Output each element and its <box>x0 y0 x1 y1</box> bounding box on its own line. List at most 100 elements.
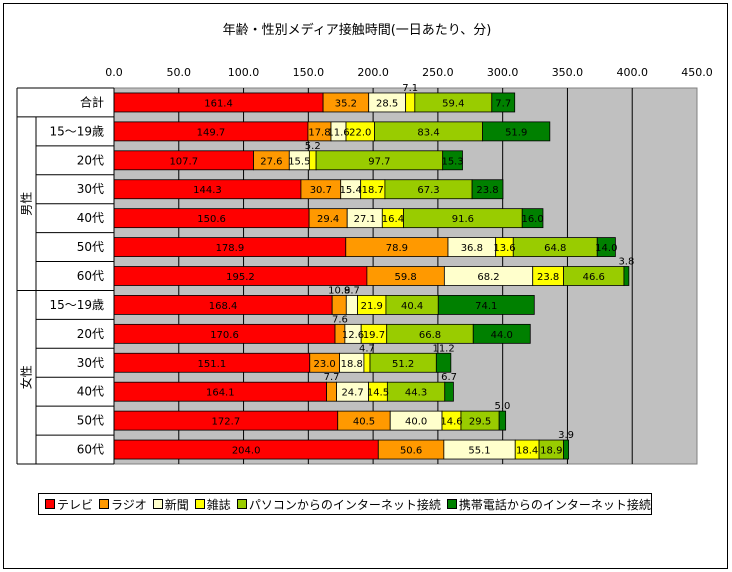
data-label: 149.7 <box>197 127 226 138</box>
data-label: 17.8 <box>308 127 330 138</box>
data-label: 161.4 <box>204 98 233 109</box>
data-label: 13.6 <box>493 243 515 254</box>
data-label: 97.7 <box>368 156 390 167</box>
legend-label: 携帯電話からのインターネット接続 <box>458 497 651 512</box>
data-label: 7.6 <box>332 314 348 325</box>
legend-label: ラジオ <box>111 497 147 512</box>
data-label: 91.6 <box>452 214 474 225</box>
category-label: 20代 <box>77 153 104 167</box>
data-label: 21.9 <box>361 301 383 312</box>
x-tick-label: 150.0 <box>293 66 325 79</box>
x-tick-label: 400.0 <box>616 66 648 79</box>
bar-segment <box>623 266 630 286</box>
data-label: 15.5 <box>288 156 310 167</box>
legend-item: 携帯電話からのインターネット接続 <box>446 496 651 513</box>
category-label: 50代 <box>77 414 104 428</box>
data-label: 23.8 <box>476 185 498 196</box>
data-label: 170.6 <box>210 330 239 341</box>
category-label: 15～19歳 <box>49 298 104 312</box>
data-label: 64.8 <box>544 243 566 254</box>
data-label: 164.1 <box>206 388 235 399</box>
data-label: 150.6 <box>197 214 226 225</box>
data-label: 40.0 <box>405 417 427 428</box>
category-label: 合計 <box>80 94 104 109</box>
group-label: 女性 <box>19 365 34 389</box>
x-tick-label: 100.0 <box>228 66 260 79</box>
data-label: 22.0 <box>349 127 371 138</box>
legend-swatch <box>194 499 205 509</box>
legend-label: 新聞 <box>164 497 189 512</box>
data-label: 151.1 <box>198 359 227 370</box>
data-label: 44.3 <box>405 388 427 399</box>
category-label: 60代 <box>77 443 104 457</box>
bar-segment <box>435 352 452 373</box>
data-label: 204.0 <box>232 446 261 457</box>
bar-segment <box>521 208 544 229</box>
data-label: 15.3 <box>441 156 463 167</box>
data-label: 7.7 <box>495 98 511 109</box>
data-label: 7.7 <box>324 372 340 383</box>
data-label: 59.4 <box>442 98 464 109</box>
data-label: 12.6 <box>342 330 364 341</box>
x-tick-label: 300.0 <box>487 66 519 79</box>
data-label: 83.4 <box>417 127 439 138</box>
data-label: 68.2 <box>477 272 499 283</box>
category-label: 60代 <box>77 269 104 283</box>
x-tick-label: 50.0 <box>167 66 192 79</box>
data-label: 10.9 <box>328 285 350 296</box>
data-label: 144.3 <box>193 185 222 196</box>
data-label: 40.4 <box>401 301 423 312</box>
data-label: 27.6 <box>260 156 282 167</box>
data-label: 59.8 <box>394 272 416 283</box>
data-label: 50.6 <box>400 446 422 457</box>
data-label: 67.3 <box>417 185 439 196</box>
data-label: 36.8 <box>461 243 483 254</box>
bar-segment <box>563 439 570 460</box>
bar-segment <box>363 352 371 373</box>
chart-title: 年齢・性別メディア接触時間(一日あたり、分) <box>223 22 492 38</box>
data-label: 23.0 <box>314 359 336 370</box>
legend-item: ラジオ <box>99 496 147 513</box>
data-label: 11.2 <box>432 343 454 354</box>
data-label: 195.2 <box>226 272 255 283</box>
legend: テレビ ラジオ 新聞 雑誌 パソコンからのインターネット接続 携帯電話からのインターネット… <box>38 493 652 515</box>
legend-item: テレビ <box>45 496 93 513</box>
data-label: 23.8 <box>537 272 559 283</box>
category-label: 20代 <box>77 327 104 341</box>
category-label: 30代 <box>77 356 104 370</box>
data-label: 28.5 <box>376 98 398 109</box>
data-label: 51.9 <box>505 127 527 138</box>
legend-item: 雑誌 <box>194 496 231 513</box>
bar-segment <box>491 92 516 113</box>
bar-segment <box>596 237 616 257</box>
data-label: 15.4 <box>340 185 362 196</box>
data-label: 16.4 <box>382 214 404 225</box>
data-label: 11.6 <box>327 127 349 138</box>
bar-segment <box>471 179 504 200</box>
legend-swatch <box>446 499 457 509</box>
bar-segment <box>345 295 358 315</box>
data-label: 168.4 <box>209 301 238 312</box>
data-label: 78.9 <box>386 243 408 254</box>
data-label: 14.6 <box>440 417 462 428</box>
bar-segment <box>498 410 507 431</box>
data-label: 27.1 <box>354 214 376 225</box>
data-label: 14.0 <box>595 243 617 254</box>
category-label: 30代 <box>77 182 104 196</box>
data-label: 5.2 <box>305 141 321 152</box>
data-label: 35.2 <box>335 98 357 109</box>
data-label: 8.7 <box>344 285 360 296</box>
data-label: 6.7 <box>441 372 457 383</box>
group-label: 男性 <box>20 192 34 216</box>
data-label: 40.5 <box>353 417 375 428</box>
legend-swatch <box>45 499 55 509</box>
data-label: 18.8 <box>341 359 363 370</box>
data-label: 66.8 <box>419 330 441 341</box>
chart-canvas: 年齢・性別メディア接触時間(一日あたり、分) 0.0 50.0 100.0 150.0… <box>16 22 713 465</box>
data-label: 16.0 <box>521 214 543 225</box>
data-label: 51.2 <box>392 359 414 370</box>
bar-segment <box>437 295 535 315</box>
x-tick-label: 200.0 <box>357 66 389 79</box>
x-tick-label: 250.0 <box>422 66 454 79</box>
data-label: 74.1 <box>475 301 497 312</box>
